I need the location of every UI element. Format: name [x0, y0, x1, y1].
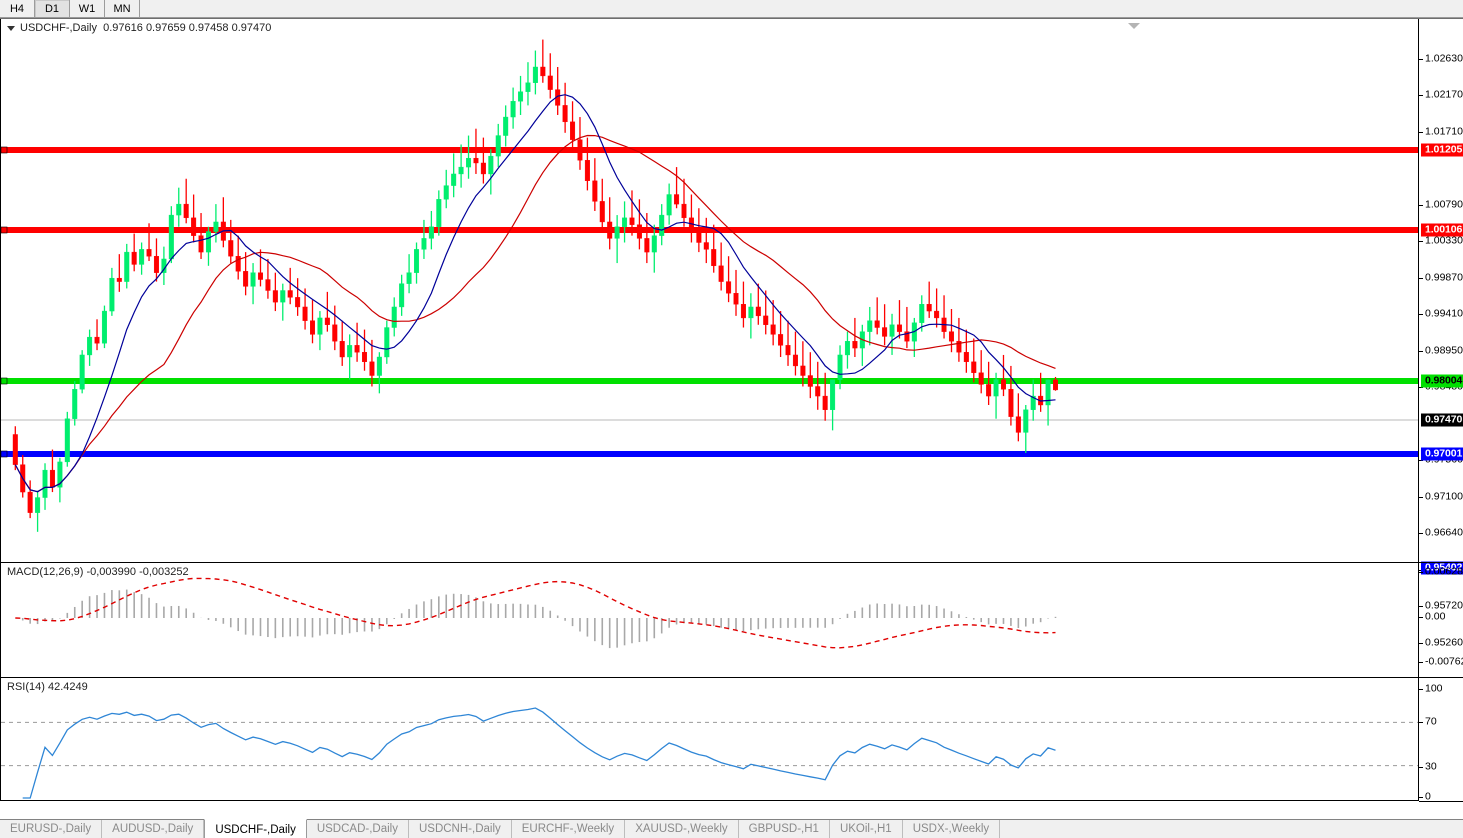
- rsi-axis-tick: [1419, 722, 1423, 723]
- rsi-axis-label: 100: [1425, 682, 1443, 695]
- price-axis-label: 0.95720: [1425, 599, 1463, 612]
- macd-axis-tick: [1419, 572, 1423, 573]
- price-axis-tick: [1419, 643, 1423, 644]
- macd-label-text: MACD(12,26,9) -0,003990 -0,003252: [7, 566, 189, 578]
- price-level-chip[interactable]: 0.95402: [1421, 561, 1463, 575]
- symbol-tab-usdxweekly[interactable]: USDX-,Weekly: [903, 820, 1001, 838]
- price-level-chip[interactable]: 0.98004: [1421, 374, 1463, 388]
- symbol-tab-eurusddaily[interactable]: EURUSD-,Daily: [0, 820, 103, 838]
- chart-area: USDCHF-,Daily 0.97616 0.97659 0.97458 0.…: [0, 18, 1463, 838]
- symbol-tab-xauusdweekly[interactable]: XAUUSD-,Weekly: [625, 820, 739, 838]
- price-axis-tick: [1419, 351, 1423, 352]
- price-axis-label: 0.98950: [1425, 344, 1463, 357]
- rsi-axis-tick: [1419, 797, 1423, 798]
- price-level-chip[interactable]: 1.01205: [1421, 143, 1463, 157]
- ohlc-values: 0.97616 0.97659 0.97458 0.97470: [103, 22, 272, 34]
- rsi-pane-label: RSI(14) 42.4249: [7, 681, 88, 693]
- macd-axis-tick: [1419, 662, 1423, 663]
- price-axis-tick: [1419, 460, 1423, 461]
- price-axis-label: 1.00330: [1425, 234, 1463, 247]
- price-pane[interactable]: USDCHF-,Daily 0.97616 0.97659 0.97458 0.…: [0, 19, 1419, 563]
- price-axis-label: 1.00790: [1425, 198, 1463, 211]
- price-level-chip[interactable]: 0.97001: [1421, 447, 1463, 461]
- timeframe-button-d1[interactable]: D1: [35, 0, 70, 17]
- triangle-down-icon[interactable]: [7, 25, 15, 31]
- macd-axis-tick: [1419, 617, 1423, 618]
- symbol-tab-bar: EURUSD-,Daily AUDUSD-,Daily USDCHF-,Daily U…: [0, 819, 1463, 838]
- price-axis-tick: [1419, 387, 1423, 388]
- symbol-period-label: USDCHF-,Daily: [20, 22, 97, 34]
- price-axis-tick: [1419, 95, 1423, 96]
- price-axis-tick: [1419, 314, 1423, 315]
- symbol-tab-usdcaddaily[interactable]: USDCAD-,Daily: [307, 820, 409, 838]
- price-level-chip[interactable]: 0.97470: [1421, 413, 1463, 427]
- macd-axis-label: 0.006286: [1425, 565, 1463, 578]
- axis-separator: [1419, 677, 1463, 678]
- price-axis-label: 0.96640: [1425, 526, 1463, 539]
- price-axis-tick: [1419, 132, 1423, 133]
- symbol-tab-gbpusdh1[interactable]: GBPUSD-,H1: [739, 820, 830, 838]
- price-pane-label: USDCHF-,Daily 0.97616 0.97659 0.97458 0.…: [7, 22, 271, 34]
- price-axis-tick: [1419, 278, 1423, 279]
- price-axis-tick: [1419, 59, 1423, 60]
- symbol-tab-ukoilh1[interactable]: UKOil-,H1: [830, 820, 903, 838]
- macd-pane[interactable]: MACD(12,26,9) -0,003990 -0,003252: [0, 562, 1419, 678]
- symbol-tab-audusddaily[interactable]: AUDUSD-,Daily: [102, 820, 205, 838]
- price-axis[interactable]: 1.02630 1.02170 1.01710 1.00790 1.00330 0.998…: [1418, 19, 1463, 803]
- symbol-tab-usdchfdaily[interactable]: USDCHF-,Daily: [204, 819, 307, 838]
- rsi-axis-label: 30: [1425, 760, 1437, 773]
- macd-pane-label: MACD(12,26,9) -0,003990 -0,003252: [7, 566, 189, 578]
- macd-axis-label: -0.00762: [1425, 655, 1463, 668]
- price-axis-tick: [1419, 497, 1423, 498]
- macd-axis-label: 0.00: [1425, 610, 1446, 623]
- timeframe-button-mn[interactable]: MN: [105, 0, 140, 17]
- price-axis-label: 1.02630: [1425, 52, 1463, 65]
- rsi-label-text: RSI(14) 42.4249: [7, 681, 88, 693]
- price-axis-label: 1.01710: [1425, 125, 1463, 138]
- macd-chart-svg: [15, 577, 1057, 649]
- tab-bar-filler: [1000, 820, 1463, 838]
- axis-separator: [1419, 801, 1463, 802]
- symbol-tab-eurchfweekly[interactable]: EURCHF-,Weekly: [512, 820, 626, 838]
- rsi-axis-tick: [1419, 767, 1423, 768]
- price-axis-tick: [1419, 533, 1423, 534]
- rsi-axis-label: 0: [1425, 790, 1431, 803]
- rsi-axis-tick: [1419, 689, 1423, 690]
- price-level-chip[interactable]: 1.00106: [1421, 223, 1463, 237]
- price-axis-label: 0.95260: [1425, 636, 1463, 649]
- price-axis-tick: [1419, 606, 1423, 607]
- price-axis-label: 0.99870: [1425, 271, 1463, 284]
- price-chart-svg: [1, 39, 1418, 532]
- price-axis-label: 1.02170: [1425, 88, 1463, 101]
- rsi-chart-svg: [1, 707, 1418, 799]
- symbol-tab-usdcnhdaily[interactable]: USDCNH-,Daily: [409, 820, 512, 838]
- rsi-pane[interactable]: RSI(14) 42.4249: [0, 677, 1419, 801]
- timeframe-button-w1[interactable]: W1: [70, 0, 105, 17]
- axis-separator: [1419, 562, 1463, 563]
- price-axis-tick: [1419, 241, 1423, 242]
- timeframe-toolbar: H4 D1 W1 MN: [0, 0, 1463, 18]
- price-axis-tick: [1419, 205, 1423, 206]
- chart-top-marker-icon: [1128, 23, 1140, 29]
- price-axis-label: 0.99410: [1425, 307, 1463, 320]
- timeframe-strip: H4 D1 W1 MN: [0, 0, 140, 17]
- rsi-axis-label: 70: [1425, 715, 1437, 728]
- price-axis-label: 0.97100: [1425, 490, 1463, 503]
- timeframe-button-h4[interactable]: H4: [0, 0, 35, 17]
